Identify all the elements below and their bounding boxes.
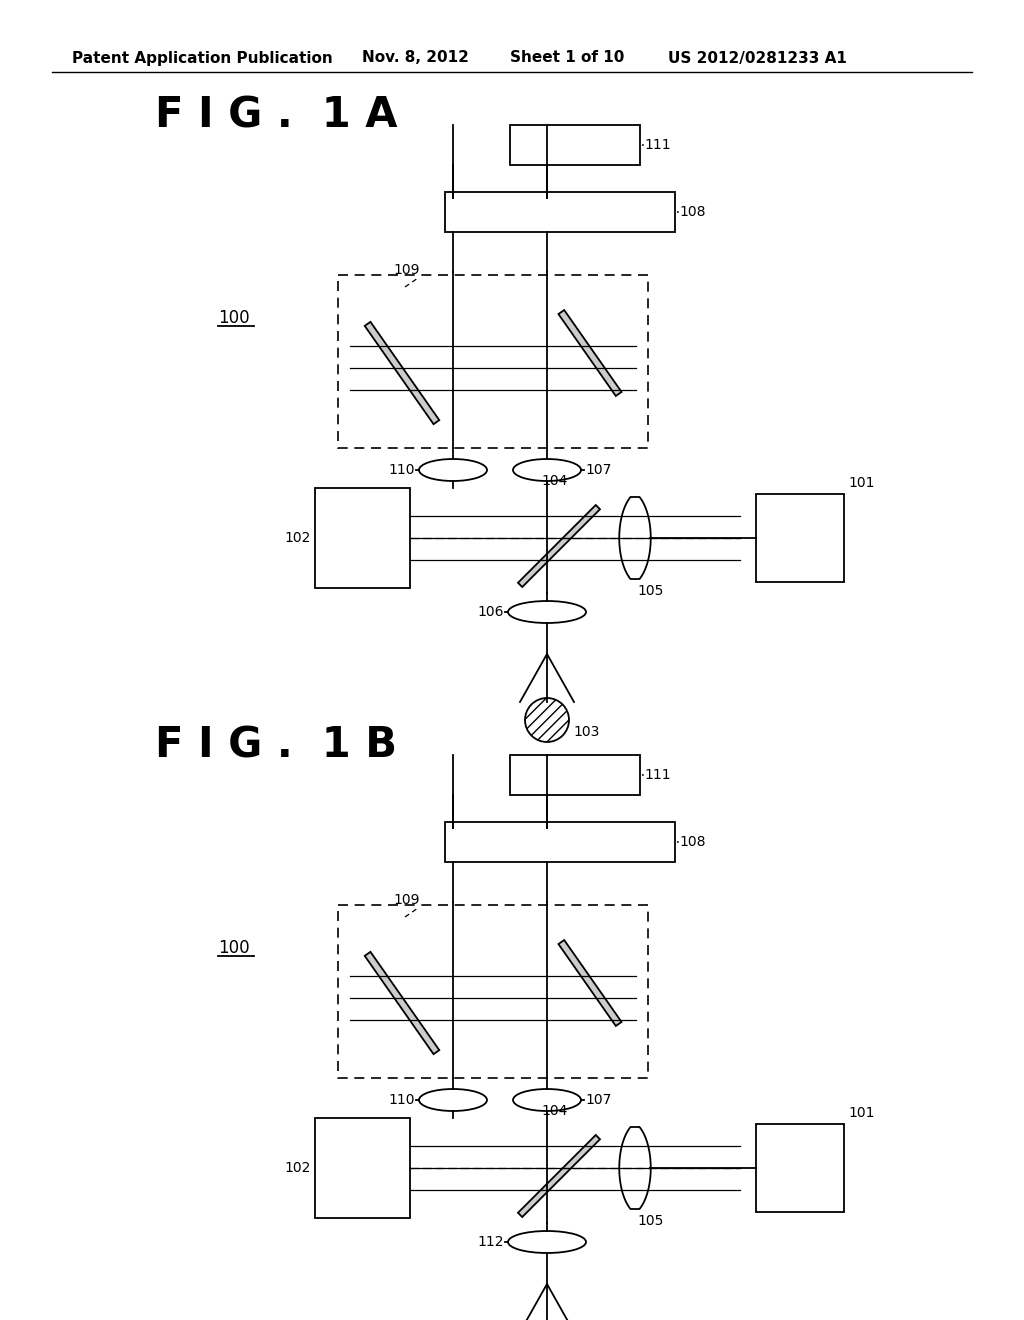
Ellipse shape xyxy=(508,1232,586,1253)
Text: 103: 103 xyxy=(573,725,599,739)
Text: 104: 104 xyxy=(541,474,567,488)
Bar xyxy=(338,275,648,447)
Bar xyxy=(756,494,844,582)
Text: Patent Application Publication: Patent Application Publication xyxy=(72,50,333,66)
Text: 107: 107 xyxy=(585,1093,611,1107)
Text: 111: 111 xyxy=(644,139,671,152)
Text: F I G .  1 A: F I G . 1 A xyxy=(155,95,397,137)
Text: 102: 102 xyxy=(284,531,310,545)
Ellipse shape xyxy=(419,1089,487,1111)
Bar xyxy=(445,822,675,862)
Polygon shape xyxy=(620,498,650,579)
Ellipse shape xyxy=(508,601,586,623)
Text: 111: 111 xyxy=(644,768,671,781)
Bar xyxy=(314,1118,410,1218)
Bar xyxy=(445,191,675,232)
Text: Sheet 1 of 10: Sheet 1 of 10 xyxy=(510,50,625,66)
Text: 109: 109 xyxy=(393,894,420,907)
Ellipse shape xyxy=(513,1089,581,1111)
Text: 112: 112 xyxy=(477,1236,504,1249)
Text: 107: 107 xyxy=(585,463,611,477)
Text: 105: 105 xyxy=(637,583,664,598)
Text: 100: 100 xyxy=(218,309,250,327)
Polygon shape xyxy=(558,310,622,396)
Text: F I G .  1 B: F I G . 1 B xyxy=(155,725,397,767)
Text: 101: 101 xyxy=(848,477,874,490)
Text: 108: 108 xyxy=(679,836,706,849)
Polygon shape xyxy=(558,940,622,1026)
Bar xyxy=(314,488,410,587)
Bar xyxy=(510,755,640,795)
Text: 101: 101 xyxy=(848,1106,874,1119)
Bar xyxy=(338,906,648,1078)
Polygon shape xyxy=(365,952,439,1055)
Polygon shape xyxy=(518,1135,600,1217)
Text: US 2012/0281233 A1: US 2012/0281233 A1 xyxy=(668,50,847,66)
Bar xyxy=(510,125,640,165)
Text: 105: 105 xyxy=(637,1214,664,1228)
Polygon shape xyxy=(365,322,439,424)
Polygon shape xyxy=(518,506,600,587)
Text: 110: 110 xyxy=(388,463,415,477)
Text: 100: 100 xyxy=(218,939,250,957)
Text: Nov. 8, 2012: Nov. 8, 2012 xyxy=(362,50,469,66)
Text: 102: 102 xyxy=(284,1162,310,1175)
Ellipse shape xyxy=(513,459,581,480)
Circle shape xyxy=(525,698,569,742)
Bar xyxy=(756,1125,844,1212)
Text: 110: 110 xyxy=(388,1093,415,1107)
Text: 106: 106 xyxy=(477,605,504,619)
Ellipse shape xyxy=(419,459,487,480)
Text: 109: 109 xyxy=(393,263,420,277)
Polygon shape xyxy=(620,1127,650,1209)
Text: 108: 108 xyxy=(679,205,706,219)
Text: 104: 104 xyxy=(541,1104,567,1118)
